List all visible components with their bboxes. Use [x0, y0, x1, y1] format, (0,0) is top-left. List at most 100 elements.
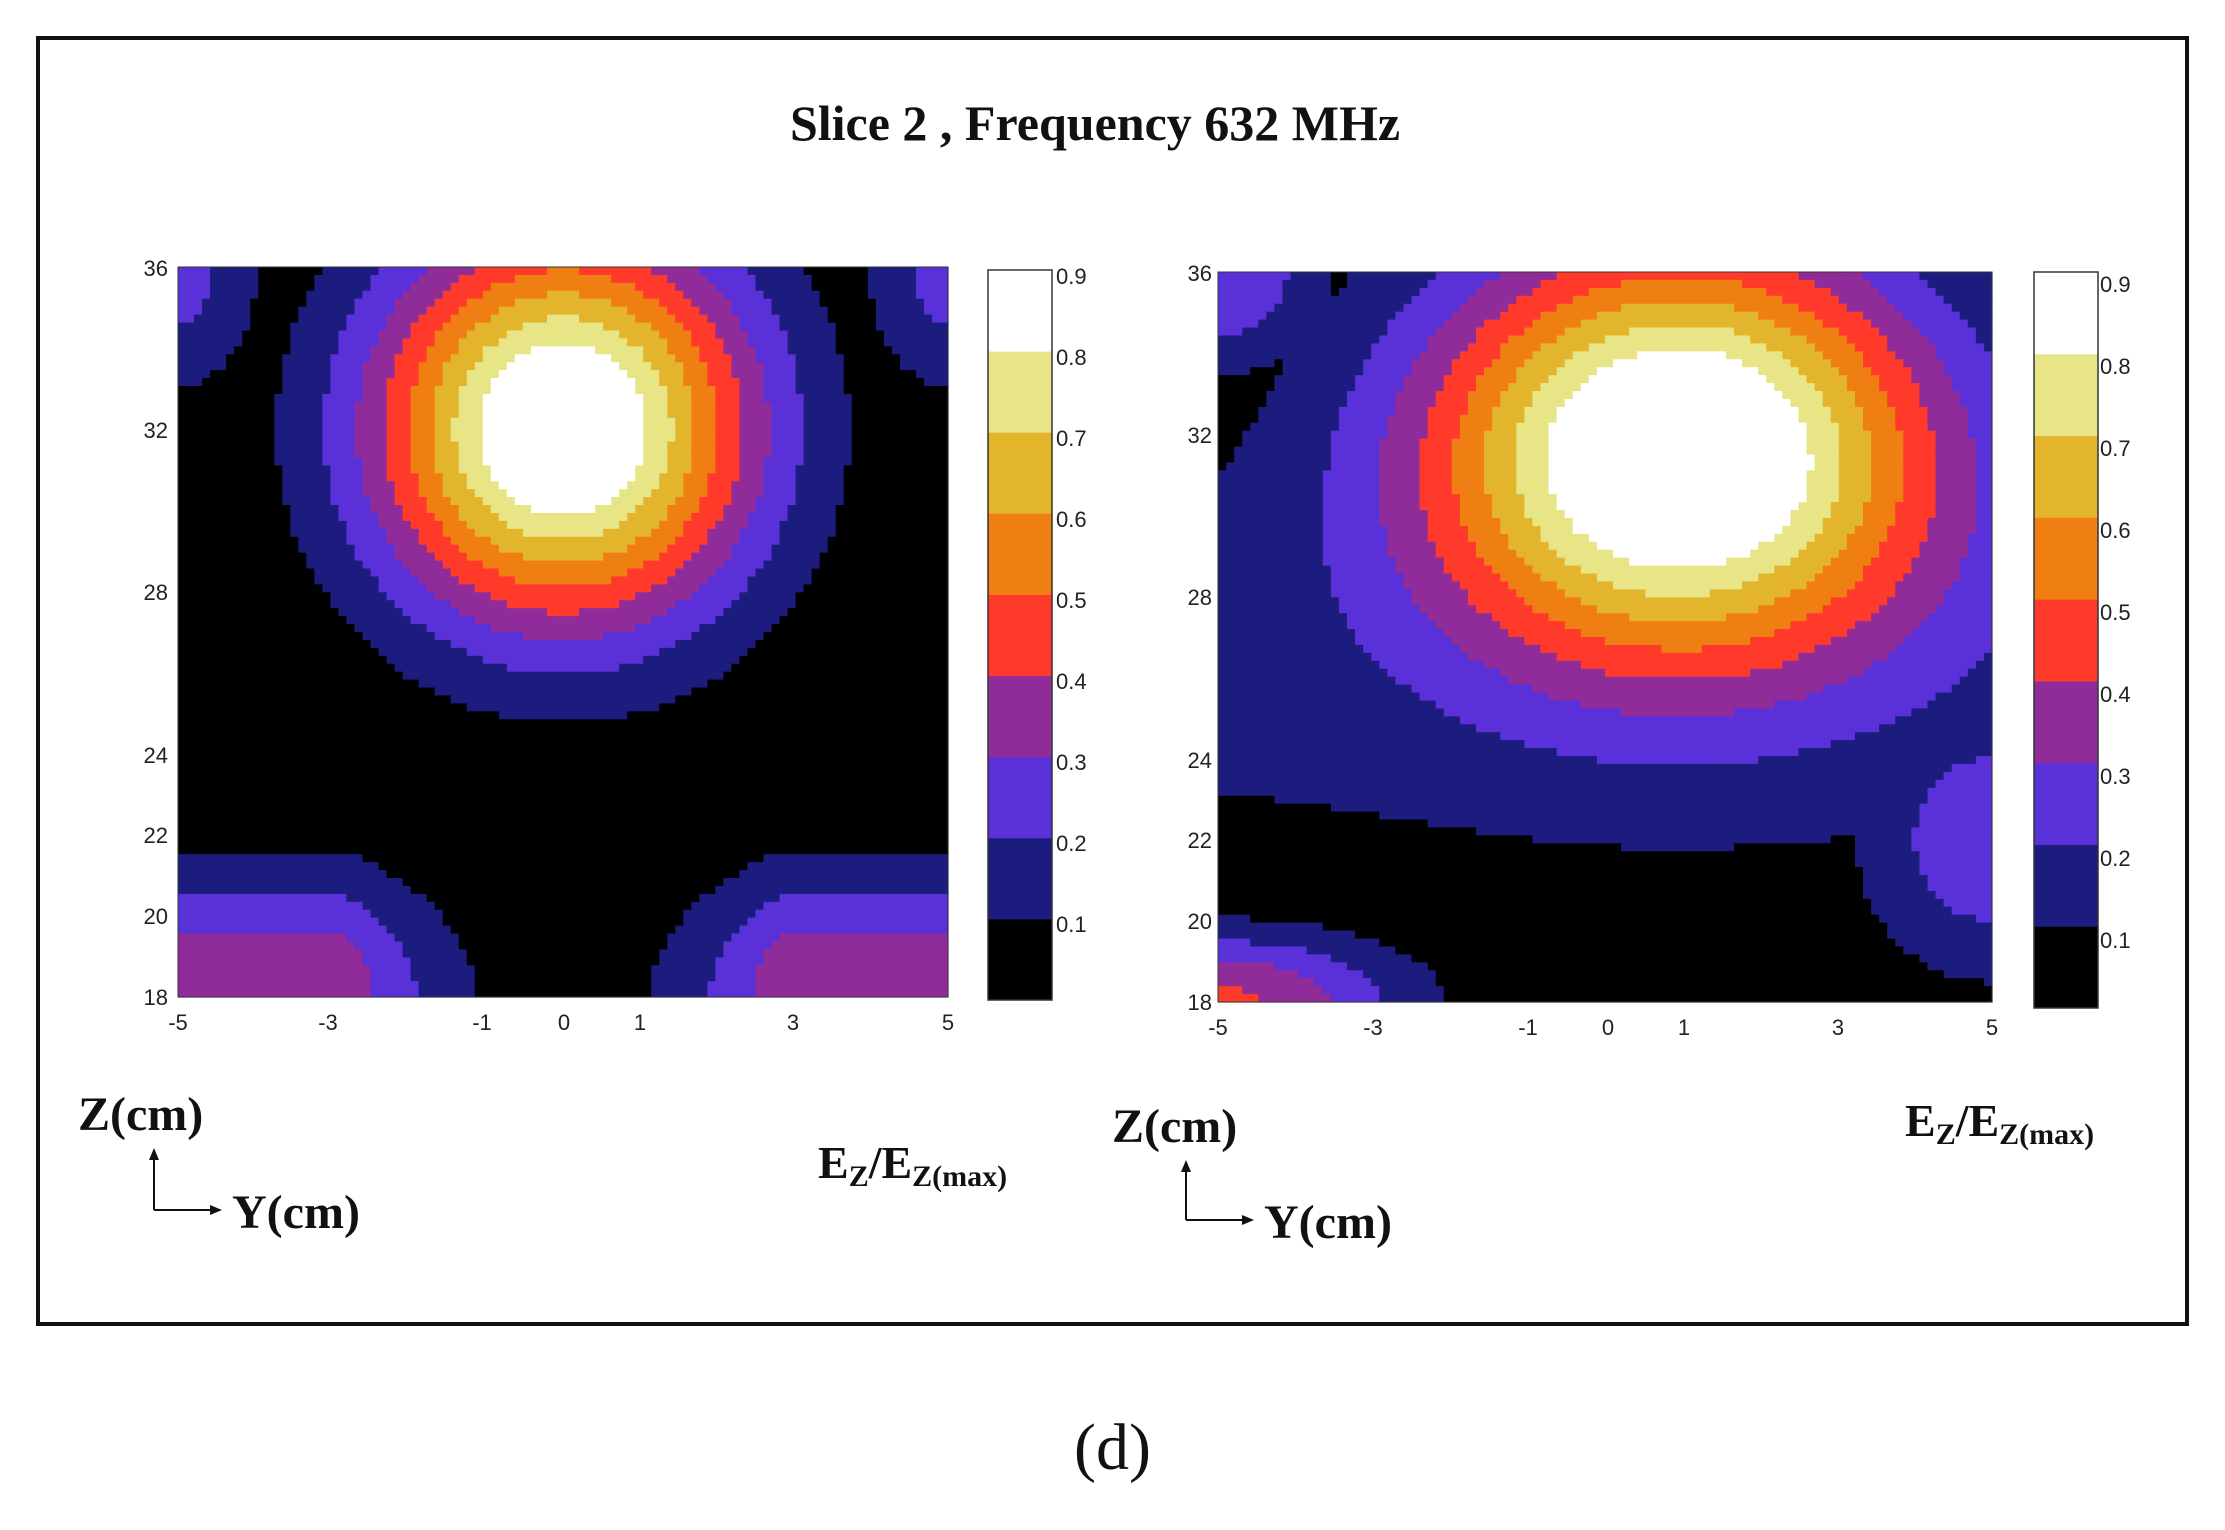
- contour-cell: [194, 338, 203, 347]
- contour-cell: [242, 505, 251, 514]
- contour-cell: [482, 520, 492, 530]
- contour-cell: [346, 671, 356, 681]
- contour-cell: [554, 512, 564, 522]
- contour-cell: [378, 481, 388, 490]
- contour-cell: [635, 409, 644, 419]
- contour-cell: [755, 378, 765, 387]
- contour-cell: [266, 298, 275, 308]
- contour-cell: [306, 386, 315, 395]
- contour-cell: [699, 481, 708, 490]
- contour-cell: [787, 481, 797, 490]
- contour-cell: [522, 544, 532, 554]
- contour-cell: [595, 497, 604, 506]
- contour-cell: [659, 314, 668, 324]
- contour-cell: [627, 314, 636, 324]
- contour-cell: [194, 671, 203, 681]
- contour-cell: [795, 671, 805, 681]
- contour-cell: [330, 520, 340, 530]
- contour-cell: [482, 647, 492, 657]
- contour-cell: [843, 489, 853, 498]
- contour-cell: [819, 274, 829, 284]
- contour-cell: [330, 433, 340, 443]
- contour-cell: [595, 457, 604, 466]
- contour-cell: [931, 520, 941, 530]
- contour-cell: [771, 378, 781, 387]
- contour-cell: [787, 632, 797, 641]
- contour-cell: [611, 417, 620, 427]
- contour-cell: [362, 536, 372, 546]
- contour-cell: [667, 528, 676, 538]
- contour-cell: [458, 576, 468, 585]
- contour-cell: [755, 544, 765, 554]
- contour-cell: [466, 624, 476, 633]
- contour-cell: [763, 457, 773, 466]
- contour-cell: [202, 267, 211, 276]
- contour-cell: [362, 600, 372, 609]
- contour-cell: [587, 592, 596, 601]
- contour-cell: [330, 576, 340, 585]
- contour-cell: [675, 647, 684, 657]
- contour-cell: [274, 624, 283, 633]
- contour-cell: [314, 370, 323, 379]
- contour-cell: [290, 417, 299, 427]
- contour-cell: [266, 417, 275, 427]
- contour-cell: [595, 274, 604, 284]
- contour-cell: [691, 425, 700, 435]
- contour-cell: [619, 354, 628, 363]
- contour-cell: [867, 576, 877, 585]
- contour-cell: [883, 632, 893, 641]
- contour-cell: [498, 441, 508, 451]
- contour-cell: [354, 481, 364, 490]
- contour-cell: [667, 608, 676, 617]
- contour-cell: [675, 568, 684, 578]
- contour-cell: [258, 600, 267, 609]
- contour-cell: [482, 576, 492, 585]
- contour-cell: [226, 282, 235, 292]
- contour-cell: [731, 520, 741, 530]
- contour-cell: [635, 465, 644, 474]
- contour-cell: [434, 512, 444, 522]
- contour-cell: [178, 274, 187, 284]
- contour-cell: [883, 473, 893, 482]
- contour-cell: [314, 290, 323, 300]
- contour-cell: [442, 576, 452, 585]
- contour-cell: [827, 393, 837, 403]
- contour-cell: [546, 520, 556, 530]
- contour-cell: [394, 592, 404, 601]
- contour-cell: [226, 449, 235, 459]
- contour-cell: [250, 560, 259, 570]
- contour-cell: [731, 306, 741, 316]
- contour-cell: [306, 528, 315, 538]
- contour-cell: [522, 473, 532, 482]
- contour-cell: [571, 520, 580, 530]
- contour-cell: [242, 409, 251, 419]
- contour-cell: [795, 655, 805, 665]
- contour-cell: [819, 441, 829, 451]
- contour-cell: [739, 338, 749, 347]
- contour-cell: [378, 409, 388, 419]
- contour-cell: [346, 497, 356, 506]
- contour-cell: [202, 616, 211, 625]
- contour-cell: [530, 552, 540, 562]
- contour-cell: [571, 473, 580, 482]
- contour-cell: [490, 473, 500, 482]
- contour-cell: [667, 465, 676, 474]
- contour-cell: [635, 647, 644, 657]
- contour-cell: [811, 489, 821, 498]
- contour-cell: [226, 330, 235, 340]
- contour-cell: [683, 489, 692, 498]
- contour-cell: [210, 267, 219, 276]
- contour-cell: [458, 528, 468, 538]
- contour-cell: [643, 322, 652, 332]
- contour-cell: [522, 401, 532, 411]
- contour-cell: [242, 481, 251, 490]
- contour-cell: [298, 632, 307, 641]
- contour-cell: [490, 576, 500, 585]
- contour-cell: [250, 512, 259, 522]
- contour-cell: [202, 536, 211, 546]
- contour-cell: [554, 552, 564, 562]
- contour-cell: [554, 314, 564, 324]
- contour-cell: [306, 306, 315, 316]
- contour-cell: [498, 608, 508, 617]
- contour-cell: [923, 671, 933, 681]
